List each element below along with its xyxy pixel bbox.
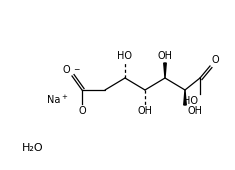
- Text: OH: OH: [157, 51, 172, 61]
- Text: O: O: [78, 106, 86, 116]
- Text: H₂O: H₂O: [22, 143, 44, 153]
- Polygon shape: [164, 63, 166, 78]
- Text: −: −: [73, 65, 79, 74]
- Text: HO: HO: [183, 96, 198, 106]
- Text: OH: OH: [137, 106, 153, 116]
- Text: OH: OH: [188, 106, 203, 116]
- Text: O: O: [212, 55, 220, 65]
- Text: O: O: [62, 65, 70, 75]
- Polygon shape: [184, 90, 186, 105]
- Text: HO: HO: [118, 51, 133, 61]
- Text: Na: Na: [47, 95, 60, 105]
- Text: +: +: [61, 94, 67, 100]
